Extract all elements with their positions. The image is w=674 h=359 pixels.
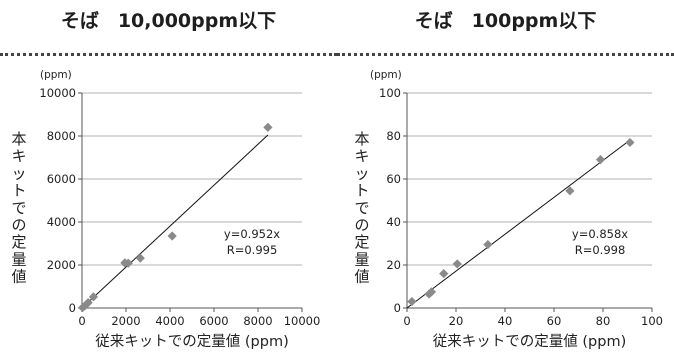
chart-title: そば 100ppm以下	[414, 10, 597, 32]
x-tick-label: 10000	[284, 314, 321, 328]
y-tick-label: 0	[394, 301, 401, 315]
y-axis-label: 本キットでの定量値	[11, 130, 26, 286]
x-tick-label: 2000	[111, 314, 140, 328]
x-axis-label: 従来キットでの定量値 (ppm)	[95, 333, 288, 350]
y-tick-label: 8000	[47, 129, 76, 143]
correlation-coefficient: R=0.995	[227, 243, 278, 257]
data-point	[88, 292, 99, 302]
x-axis-label: 従来キットでの定量値 (ppm)	[433, 333, 626, 350]
x-tick-label: 100	[641, 314, 663, 328]
chart-panel-1: そば 10,000ppm以下 0 2000 4000 6000 8000 10000 0 20…	[0, 10, 337, 350]
y-tick-label: 6000	[47, 172, 76, 186]
y-tick-label: 0	[69, 301, 76, 315]
trendline	[81, 134, 269, 309]
y-tick-label: 2000	[47, 258, 76, 272]
trendline	[406, 139, 631, 309]
y-tick-label: 80	[386, 129, 401, 143]
y-tick-label: 10000	[39, 86, 76, 100]
y-tick-label: 40	[386, 215, 401, 229]
unit-label: (ppm)	[40, 69, 72, 81]
data-point	[123, 258, 133, 268]
regression-equation: y=0.858x	[572, 227, 628, 241]
chart-title: そば 10,000ppm以下	[60, 10, 277, 32]
data-point	[625, 137, 635, 148]
x-tick-label: 8000	[243, 314, 272, 328]
data-point	[439, 269, 449, 279]
data-point	[424, 289, 434, 299]
x-tick-label: 80	[596, 314, 611, 328]
y-axis-label: 本キットでの定量値	[354, 130, 369, 286]
dotted-divider	[0, 53, 337, 56]
x-tick-label: 60	[547, 314, 562, 328]
x-tick-label: 0	[78, 314, 85, 328]
regression-equation: y=0.952x	[224, 227, 280, 241]
unit-label: (ppm)	[370, 69, 402, 81]
data-point	[80, 300, 90, 311]
data-point	[407, 296, 417, 307]
data-point	[426, 287, 437, 297]
data-point	[83, 298, 93, 308]
data-point	[483, 239, 493, 250]
y-tick-label: 4000	[47, 215, 76, 229]
data-point	[263, 122, 273, 132]
y-tick-label: 100	[379, 86, 401, 100]
data-point	[167, 231, 177, 241]
y-tick-label: 20	[386, 258, 401, 272]
data-point	[595, 155, 606, 165]
scatter-plot: 0 20 40 60 80 100 0 20 40 60 80 100 (ppm) 従来キットでの定量値 …	[354, 69, 663, 350]
x-tick-label: 20	[449, 314, 464, 328]
scatter-plot: 0 2000 4000 6000 8000 10000 0 2000 4000 6000 8000 1…	[11, 69, 321, 350]
x-tick-label: 6000	[199, 314, 228, 328]
x-tick-label: 0	[403, 314, 410, 328]
y-tick-label: 60	[386, 172, 401, 186]
x-tick-label: 4000	[155, 314, 184, 328]
dotted-divider	[337, 53, 674, 56]
data-point	[565, 186, 575, 196]
chart-panel-2: そば 100ppm以下 0 20 40 60 80 100 0 20 40 60 80 100 (ppm…	[337, 0, 674, 359]
data-point	[135, 253, 145, 263]
correlation-coefficient: R=0.998	[575, 243, 626, 257]
x-tick-label: 40	[498, 314, 513, 328]
